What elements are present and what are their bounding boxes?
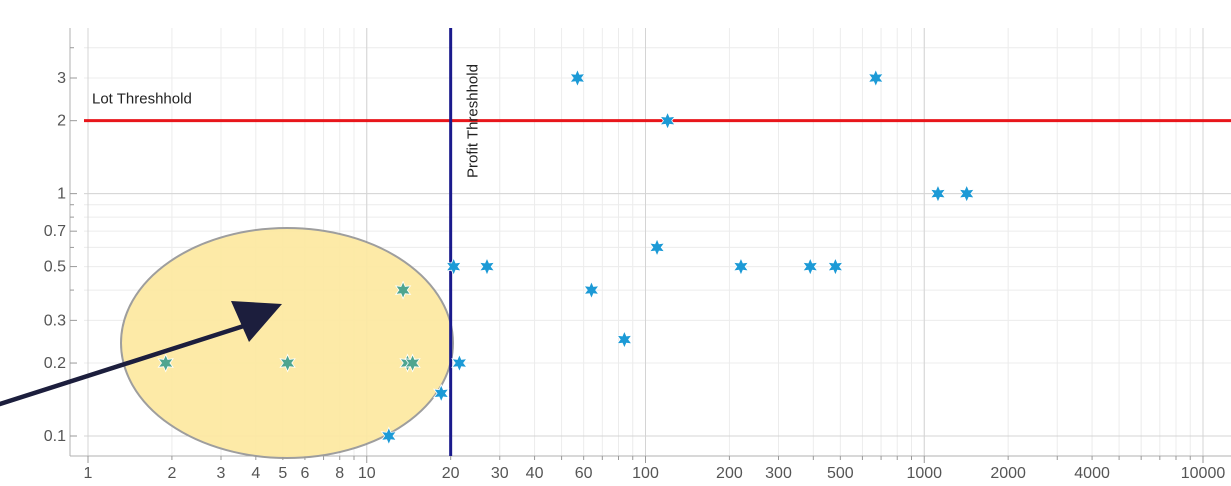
data-point xyxy=(478,257,496,277)
x-tick-label: 1000 xyxy=(906,465,942,482)
x-tick-label: 10 xyxy=(358,465,376,482)
data-point xyxy=(394,280,412,300)
data-point xyxy=(451,353,468,373)
data-point xyxy=(648,237,666,257)
x-tick-label: 6 xyxy=(300,465,309,482)
data-point xyxy=(432,383,450,403)
x-tick-label: 200 xyxy=(716,465,743,482)
data-points xyxy=(157,68,975,446)
data-point xyxy=(399,353,416,373)
x-tick-label: 4 xyxy=(251,465,260,482)
data-point xyxy=(827,257,844,277)
data-point xyxy=(616,330,633,350)
y-tick-label: 3 xyxy=(57,70,66,87)
highlight-group xyxy=(120,227,454,459)
y-tick-label: 0.1 xyxy=(44,428,66,445)
x-tick-label: 30 xyxy=(491,465,509,482)
y-tick-label: 1 xyxy=(57,186,66,203)
x-tick-label: 60 xyxy=(575,465,593,482)
data-point xyxy=(958,184,975,204)
data-point xyxy=(802,257,819,277)
y-tick-label: 0.2 xyxy=(44,355,66,372)
highlight-ellipse xyxy=(120,227,454,459)
threshold-lines xyxy=(84,28,1231,456)
x-tick-label: 500 xyxy=(827,465,854,482)
x-tick-label: 40 xyxy=(526,465,544,482)
y-tick-label: 0.5 xyxy=(44,259,66,276)
data-point xyxy=(569,68,586,88)
x-tick-label: 1 xyxy=(84,465,93,482)
x-tick-label: 100 xyxy=(632,465,659,482)
y-tick-label: 0.3 xyxy=(44,312,66,329)
data-point xyxy=(732,257,750,277)
data-point xyxy=(404,353,421,373)
y-tick-label: 2 xyxy=(57,113,66,130)
y-tick-labels: 0.1 0.2 0.3 0.5 0.7 1 2 3 xyxy=(44,70,66,445)
x-tick-label: 2 xyxy=(167,465,176,482)
annotations: Lot Threshhold Profit Threshhold xyxy=(0,64,482,407)
arrow-head xyxy=(231,301,282,342)
x-tick-labels: 1 2 3 4 5 6 8 10 20 30 40 60 100 200 300 500 1000 2000 400… xyxy=(84,465,1226,482)
y-tick-label: 0.7 xyxy=(44,223,66,240)
data-point xyxy=(157,353,174,373)
data-point xyxy=(279,353,296,373)
x-tick-label: 3 xyxy=(217,465,226,482)
x-tick-label: 10000 xyxy=(1181,465,1226,482)
x-tick-label: 2000 xyxy=(990,465,1026,482)
data-point xyxy=(929,184,947,204)
x-tick-label: 20 xyxy=(442,465,460,482)
data-point xyxy=(445,257,462,277)
data-point xyxy=(867,68,885,88)
data-point xyxy=(583,280,600,300)
data-point xyxy=(380,426,398,446)
x-tick-label: 300 xyxy=(765,465,792,482)
x-tick-label: 8 xyxy=(335,465,344,482)
arrow-shaft xyxy=(0,321,253,407)
x-tick-label: 5 xyxy=(278,465,287,482)
profit-threshold-label: Profit Threshhold xyxy=(465,64,482,178)
x-tick-label: 4000 xyxy=(1074,465,1110,482)
lot-threshold-label: Lot Threshhold xyxy=(92,91,192,108)
data-point xyxy=(659,111,676,131)
